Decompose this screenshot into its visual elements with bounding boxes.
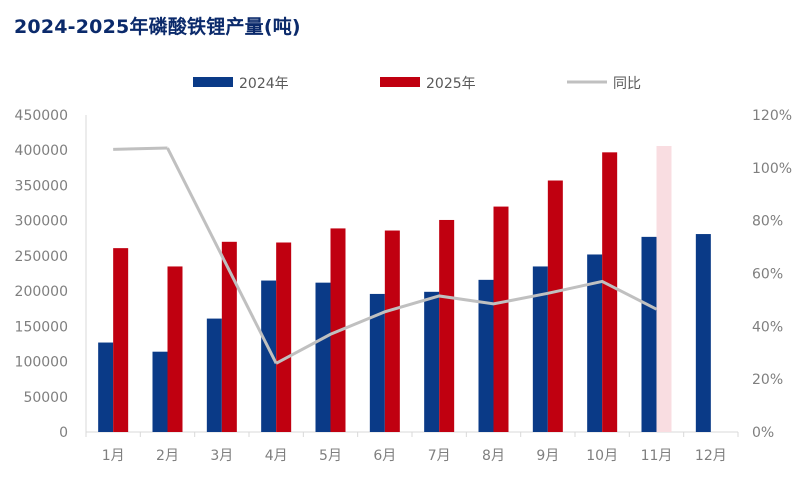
y-tick-label: 100000 — [15, 355, 68, 371]
bar-2025年 — [384, 230, 400, 432]
y2-tick-label: 100% — [752, 161, 792, 177]
y-tick-label: 400000 — [15, 143, 68, 159]
yoy-line — [113, 146, 658, 365]
bar-2025年 — [602, 152, 618, 432]
x-tick-label: 9月 — [536, 448, 559, 464]
x-tick-label: 11月 — [641, 448, 673, 464]
bar-2025年 — [167, 266, 183, 432]
y2-tick-label: 0% — [752, 425, 774, 441]
bar-2025年 — [547, 180, 563, 432]
y-tick-label: 150000 — [15, 319, 68, 335]
line-segment — [166, 147, 278, 364]
bar-2024年 — [641, 236, 657, 432]
bar-2024年 — [695, 234, 711, 432]
chart-title: 2024-2025年磷酸铁锂产量(吨) — [14, 16, 301, 38]
y2-tick-label: 80% — [752, 214, 783, 230]
line-segment — [113, 146, 168, 151]
y-tick-label: 300000 — [15, 214, 68, 230]
x-tick-label: 12月 — [695, 448, 727, 464]
x-tick-label: 3月 — [210, 448, 233, 464]
left-axis: 0 50000 100000 150000 200000 250000 300000 3500… — [15, 108, 87, 441]
bar-2025年 — [221, 241, 237, 432]
y2-tick-label: 40% — [752, 319, 783, 335]
legend-label: 2024年 — [239, 76, 289, 92]
y-tick-label: 200000 — [15, 284, 68, 300]
x-tick-label: 6月 — [373, 448, 396, 464]
legend-swatch — [380, 77, 420, 87]
bar-2024年 — [587, 254, 603, 432]
bar-2024年 — [152, 351, 168, 432]
bar-2025年 — [656, 145, 672, 433]
x-tick-label: 8月 — [482, 448, 505, 464]
bar-2025年 — [113, 248, 129, 432]
bar-2024年 — [369, 293, 385, 432]
y-tick-label: 350000 — [15, 178, 68, 194]
y-tick-label: 450000 — [15, 108, 68, 124]
y-tick-label: 50000 — [23, 390, 68, 406]
bar-2025年 — [276, 242, 292, 432]
bar-2024年 — [478, 279, 494, 432]
line-segment — [275, 279, 658, 365]
right-axis: 0% 20% 40% 60% 80% 100% 120% — [752, 108, 792, 441]
bar-2025年 — [439, 219, 455, 432]
bar-2024年 — [424, 291, 440, 432]
y2-tick-label: 120% — [752, 108, 792, 124]
legend-swatch — [193, 77, 233, 87]
x-tick-label: 5月 — [319, 448, 342, 464]
bar-2024年 — [261, 280, 277, 432]
x-tick-label: 1月 — [102, 448, 125, 464]
legend-label: 同比 — [613, 76, 641, 92]
x-axis: 1月 2月 3月 4月 5月 6月 7月 8月 9月 10月 11月 12月 — [85, 431, 739, 464]
y-tick-label: 0 — [59, 425, 68, 441]
bars — [98, 145, 711, 433]
y2-tick-label: 60% — [752, 267, 783, 283]
bar-2024年 — [98, 342, 114, 432]
bar-2025年 — [493, 206, 509, 432]
bar-2024年 — [206, 318, 222, 432]
legend-label: 2025年 — [426, 76, 476, 92]
y-tick-label: 250000 — [15, 249, 68, 265]
bar-2024年 — [315, 282, 331, 432]
x-tick-label: 4月 — [265, 448, 288, 464]
x-tick-label: 2月 — [156, 448, 179, 464]
y2-tick-label: 20% — [752, 372, 783, 388]
x-tick-label: 10月 — [586, 448, 618, 464]
x-tick-label: 7月 — [428, 448, 451, 464]
legend: 2024年 2025年 同比 — [193, 76, 641, 92]
bar-2024年 — [532, 266, 548, 432]
